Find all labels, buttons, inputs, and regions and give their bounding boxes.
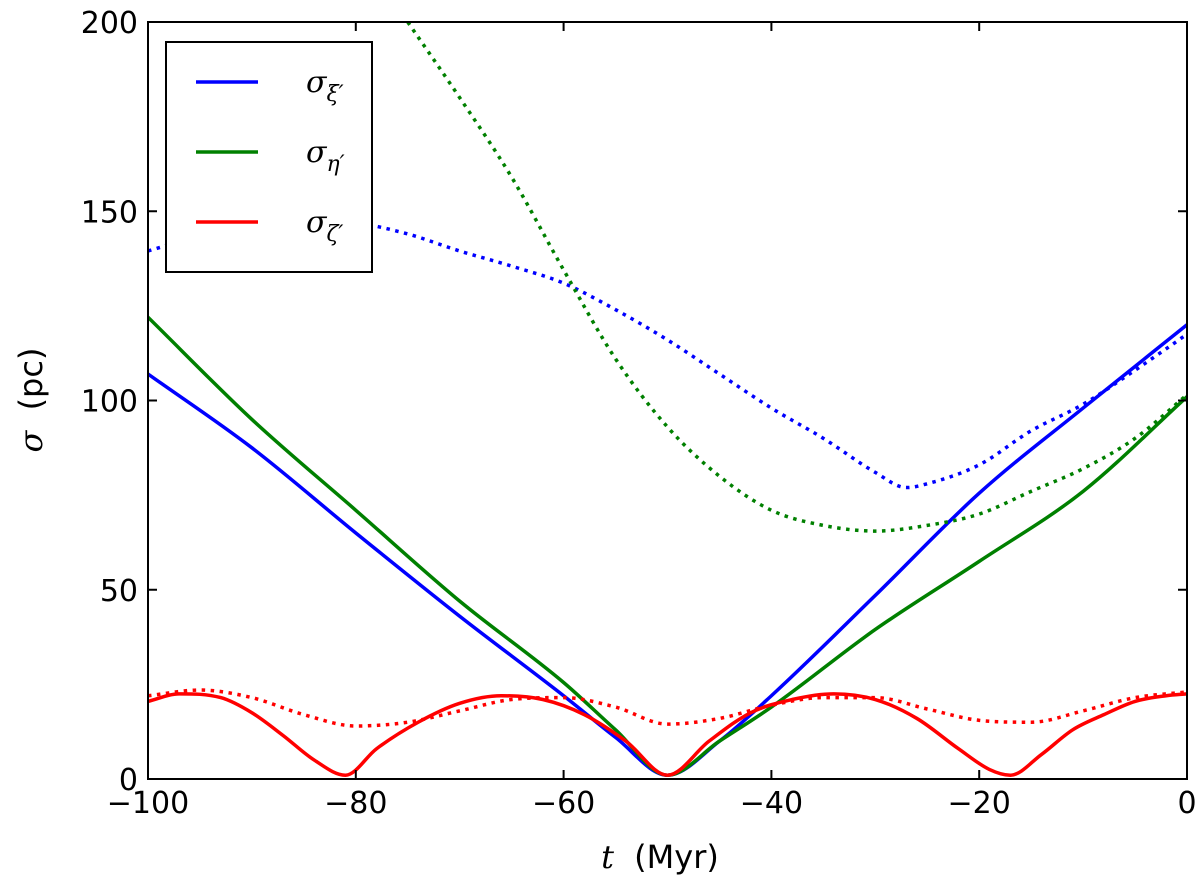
x-axis-label-unit: (Myr) bbox=[634, 838, 719, 876]
legend-symbol: σ bbox=[306, 135, 328, 170]
x-axis-label: t (Myr) bbox=[601, 838, 719, 876]
x-axis-label-var: t bbox=[601, 838, 614, 876]
y-axis-label: σ (pc) bbox=[12, 348, 50, 453]
series-line-1-dotted bbox=[148, 217, 1187, 490]
series-line-3-dotted bbox=[406, 22, 1187, 533]
y-axis-label-var: σ bbox=[12, 429, 50, 452]
x-tick-label: −80 bbox=[324, 786, 387, 821]
legend-label-2: σζ′ bbox=[306, 205, 343, 247]
y-tick-label: 0 bbox=[119, 763, 138, 798]
x-tick-label: 0 bbox=[1177, 786, 1196, 821]
y-axis-label-unit: (pc) bbox=[12, 348, 50, 411]
y-tick-label: 100 bbox=[81, 385, 138, 420]
y-tick-label: 200 bbox=[81, 6, 138, 41]
x-tick-label: −60 bbox=[532, 786, 595, 821]
y-tick-label: 150 bbox=[81, 195, 138, 230]
legend-subscript: ξ′ bbox=[326, 82, 343, 107]
series-line-5-dotted bbox=[148, 688, 1187, 728]
legend-symbol: σ bbox=[306, 65, 328, 100]
series-line-4-solid bbox=[148, 692, 1187, 777]
legend-label-0: σξ′ bbox=[306, 65, 344, 107]
y-tick-label: 50 bbox=[100, 574, 138, 609]
legend-subscript: ζ′ bbox=[326, 222, 343, 247]
x-tick-label: −20 bbox=[948, 786, 1011, 821]
series-layer bbox=[148, 22, 1187, 777]
legend-label-1: ση′ bbox=[306, 135, 345, 177]
x-tick-label: −100 bbox=[107, 786, 189, 821]
series-line-0-solid bbox=[148, 323, 1187, 777]
legend-subscript: η′ bbox=[326, 152, 344, 177]
x-tick-label: −40 bbox=[740, 786, 803, 821]
legend: σξ′ση′σζ′ bbox=[165, 41, 373, 273]
ticks-layer: −100 −80 −60 −40 −20 0 0 50 100 150 200 bbox=[81, 6, 1197, 821]
series-line-2-solid bbox=[148, 315, 1187, 777]
legend-symbol: σ bbox=[306, 205, 328, 240]
